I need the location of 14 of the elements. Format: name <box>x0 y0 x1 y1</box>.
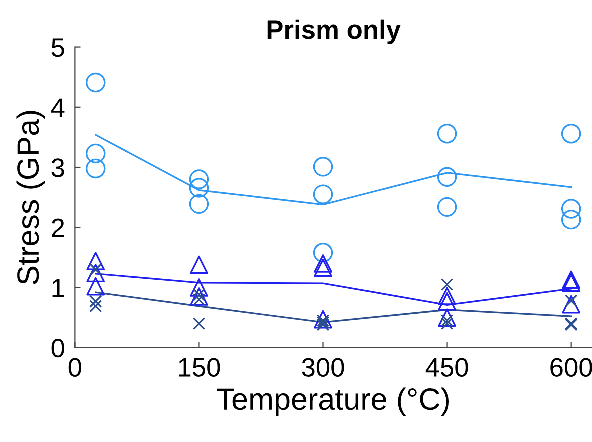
y-tick-label: 4 <box>51 98 65 117</box>
x-tick-label: 150 <box>179 358 220 377</box>
x-tick-label: 450 <box>426 358 468 377</box>
y-tick-label: 1 <box>52 279 64 298</box>
x-tick-label: 600 <box>550 358 592 377</box>
chart-title: Prism only <box>268 20 401 44</box>
y-tick-label: 3 <box>52 158 64 178</box>
x-tick-label: 0 <box>68 358 82 377</box>
x-axis-title: Temperature (°C) <box>216 388 450 416</box>
y-tick-label: 0 <box>52 338 64 358</box>
y-tick-label: 5 <box>52 38 64 58</box>
x-tick-label: 300 <box>302 358 344 377</box>
y-tick-label: 2 <box>52 218 64 238</box>
y-axis-title: Stress (GPa) <box>16 111 46 284</box>
